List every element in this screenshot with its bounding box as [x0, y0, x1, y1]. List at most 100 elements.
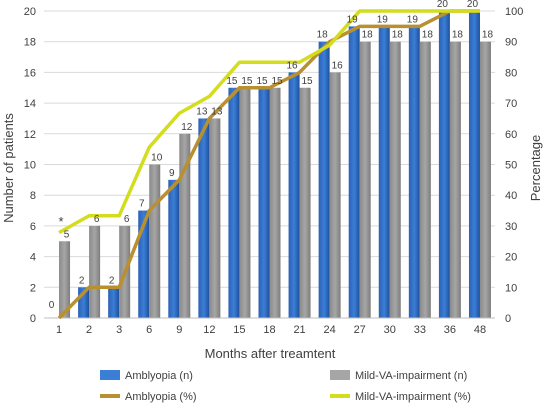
data-label-mild-va-impairment: 18	[362, 30, 374, 41]
data-label-amblyopia: 19	[377, 14, 389, 25]
bar-amblyopia	[258, 87, 270, 318]
y-axis-title: Number of patients	[1, 113, 16, 223]
bar-mild-va-impairment	[59, 241, 71, 318]
y2-tick-label: 20	[505, 252, 517, 264]
y-tick-label: 6	[30, 221, 36, 233]
bar-amblyopia	[438, 11, 450, 318]
x-tick-label: 27	[354, 324, 366, 336]
bar-mild-va-impairment	[179, 133, 191, 318]
bar-mild-va-impairment	[269, 87, 281, 318]
data-label-mild-va-impairment: 12	[181, 122, 193, 133]
y-tick-label: 16	[24, 67, 36, 79]
x-tick-label: 3	[116, 324, 122, 336]
y-tick-label: 10	[24, 160, 36, 172]
data-label-mild-va-impairment: 16	[332, 60, 344, 71]
bar-mild-va-impairment	[419, 41, 431, 318]
y-tick-label: 18	[24, 37, 36, 49]
bar-mild-va-impairment	[449, 41, 461, 318]
y-tick-label: 20	[24, 6, 36, 18]
bar-mild-va-impairment	[479, 41, 491, 318]
data-label-mild-va-impairment: 15	[271, 76, 283, 87]
tick-labels: 0246810121416182001020304050607080901001…	[24, 6, 524, 336]
x-tick-label: 48	[474, 324, 486, 336]
data-label-amblyopia: 15	[256, 76, 268, 87]
y-tick-label: 12	[24, 129, 36, 141]
legend-label-amblyopia-n: Amblyopia (n)	[125, 370, 193, 382]
bar-amblyopia	[78, 287, 90, 318]
data-label-mild-va-impairment: 13	[211, 106, 223, 117]
legend-label-mild-va-pct: Mild-VA-impairment (%)	[355, 391, 471, 403]
bar-amblyopia	[468, 11, 480, 318]
data-label-amblyopia: 20	[467, 0, 479, 10]
bar-mild-va-impairment	[329, 72, 341, 319]
data-label-amblyopia: 19	[407, 14, 419, 25]
bar-amblyopia	[408, 26, 420, 318]
data-label-mild-va-impairment: 18	[392, 30, 404, 41]
y2-tick-label: 90	[505, 37, 517, 49]
bar-amblyopia	[378, 26, 390, 318]
data-label-mild-va-impairment: 6	[124, 214, 130, 225]
y2-tick-label: 30	[505, 221, 517, 233]
y2-tick-label: 50	[505, 160, 517, 172]
data-label-amblyopia: 19	[347, 14, 359, 25]
x-tick-label: 1	[56, 324, 62, 336]
line-amblyopia-pct	[57, 9, 480, 320]
bar-mild-va-impairment	[209, 118, 221, 318]
y2-tick-label: 10	[505, 282, 517, 294]
x-tick-label: 12	[203, 324, 215, 336]
data-label-mild-va-impairment: 5	[64, 229, 70, 240]
data-label-amblyopia: 20	[437, 0, 449, 10]
y2-tick-label: 60	[505, 129, 517, 141]
data-label-amblyopia: 0	[49, 300, 55, 311]
bar-amblyopia	[138, 210, 150, 318]
legend-item-amblyopia-pct: Amblyopia (%)	[100, 391, 197, 403]
bar-mild-va-impairment	[359, 41, 371, 318]
data-label-mild-va-impairment: 18	[482, 30, 494, 41]
lines	[57, 9, 480, 320]
x-tick-label: 36	[444, 324, 456, 336]
data-label-mild-va-impairment: 6	[94, 214, 100, 225]
legend-swatch-amblyopia-n	[100, 370, 120, 380]
x-tick-label: 2	[86, 324, 92, 336]
y2-tick-label: 100	[505, 6, 523, 18]
line-mild-va-impairment-pct	[58, 9, 480, 235]
x-tick-label: 15	[233, 324, 245, 336]
legend-label-mild-va-n: Mild-VA-impairment (n)	[355, 370, 467, 382]
legend-label-amblyopia-pct: Amblyopia (%)	[125, 391, 197, 403]
bar-mild-va-impairment	[89, 225, 101, 318]
data-label-amblyopia: 9	[169, 168, 175, 179]
y2-tick-label: 70	[505, 98, 517, 110]
legend-item-amblyopia-n: Amblyopia (n)	[100, 370, 193, 382]
bar-amblyopia	[198, 118, 210, 318]
x-tick-label: 24	[324, 324, 336, 336]
x-axis-title: Months after treamtent	[205, 346, 336, 361]
data-label-amblyopia: 16	[287, 60, 299, 71]
bar-amblyopia	[348, 26, 360, 318]
data-label-amblyopia: 15	[226, 76, 238, 87]
x-tick-label: 21	[293, 324, 305, 336]
legend-item-mild-va-pct: Mild-VA-impairment (%)	[330, 391, 471, 403]
bar-mild-va-impairment	[389, 41, 401, 318]
bar-amblyopia	[288, 72, 300, 319]
bar-mild-va-impairment	[149, 164, 161, 318]
data-label-amblyopia: 18	[317, 30, 329, 41]
x-tick-label: 18	[263, 324, 275, 336]
data-label-mild-va-impairment: 18	[422, 30, 434, 41]
data-label-mild-va-impairment: 15	[302, 76, 314, 87]
bars	[59, 11, 491, 319]
x-tick-label: 6	[146, 324, 152, 336]
annotation-asterisk: *	[58, 214, 63, 229]
bar-mild-va-impairment	[239, 87, 251, 318]
y2-tick-label: 80	[505, 67, 517, 79]
legend: Amblyopia (n) Mild-VA-impairment (n) Amb…	[100, 370, 471, 403]
data-label-amblyopia: 2	[79, 275, 85, 286]
x-tick-label: 33	[414, 324, 426, 336]
bar-amblyopia	[318, 41, 330, 318]
bar-amblyopia	[228, 87, 240, 318]
y-tick-label: 2	[30, 282, 36, 294]
x-tick-label: 30	[384, 324, 396, 336]
y2-axis-title: Percentage	[528, 135, 543, 202]
